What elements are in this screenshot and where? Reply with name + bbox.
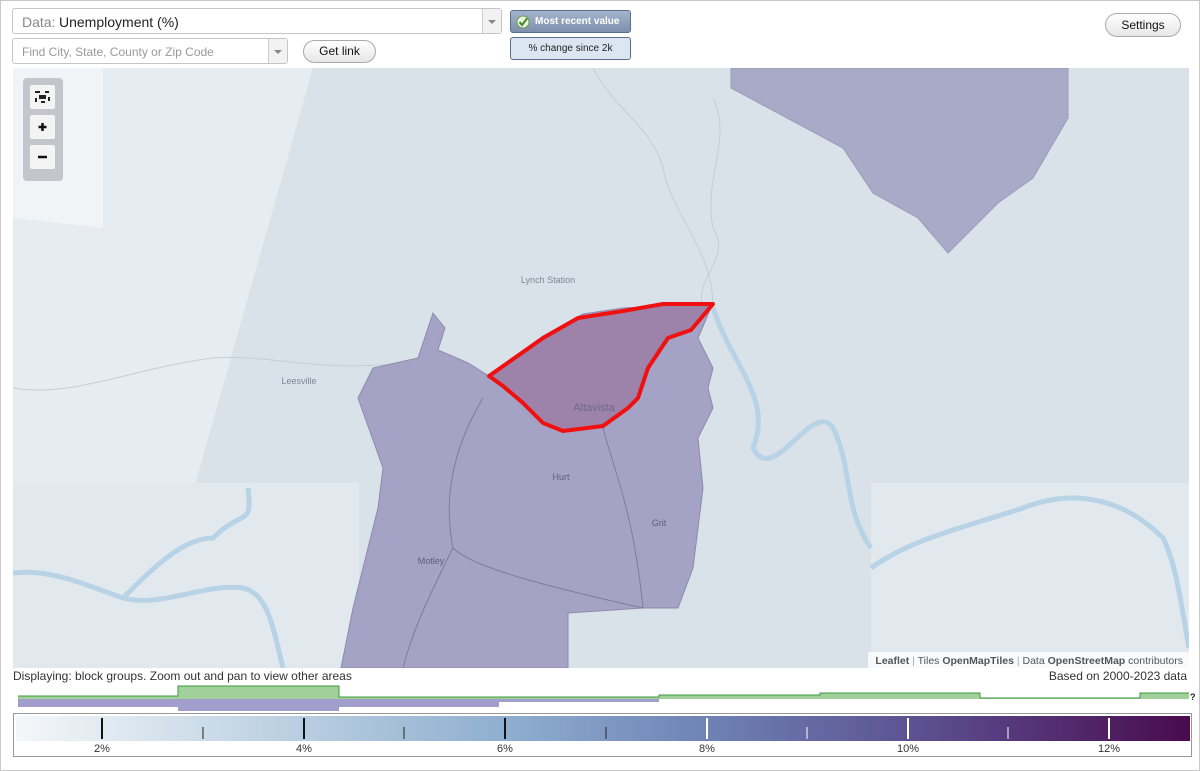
pct-change-button[interactable]: % change since 2k xyxy=(510,37,631,60)
legend-label: 12% xyxy=(1098,743,1120,755)
most-recent-label: Most recent value xyxy=(535,16,620,27)
roads xyxy=(13,68,721,391)
place-label: Lynch Station xyxy=(521,275,575,285)
search-box[interactable]: Find City, State, County or Zip Code xyxy=(12,38,288,64)
search-placeholder: Find City, State, County or Zip Code xyxy=(22,45,214,59)
attribution-separator: | xyxy=(1017,655,1020,667)
data-label: Data: xyxy=(22,14,56,30)
attribution-separator: | xyxy=(912,655,915,667)
legend-minor-ticks xyxy=(202,727,1009,739)
histogram: ? xyxy=(18,685,1196,711)
get-link-button[interactable]: Get link xyxy=(303,40,376,63)
histogram-line xyxy=(18,685,1189,699)
legend-gradient xyxy=(16,716,1190,741)
legend-label: 8% xyxy=(699,743,715,755)
attribution-part: Data xyxy=(1023,655,1045,667)
legend-label: 6% xyxy=(497,743,513,755)
place-label: Hurt xyxy=(552,472,570,482)
histogram-bar xyxy=(499,699,659,702)
place-label: Motley xyxy=(418,556,445,566)
attribution-part: OpenMapTiles xyxy=(942,655,1014,667)
selected-area[interactable] xyxy=(487,302,715,433)
histogram-bar xyxy=(178,699,339,711)
legend-label: 10% xyxy=(897,743,919,755)
place-label: Leesville xyxy=(281,376,316,386)
attribution-part: Leaflet xyxy=(875,655,909,667)
attribution-bg xyxy=(868,652,1189,668)
displaying-text: Displaying: block groups. Zoom out and p… xyxy=(13,669,352,683)
zoom-control xyxy=(23,78,63,181)
attribution-part: contributors xyxy=(1128,655,1183,667)
most-recent-button[interactable]: Most recent value xyxy=(510,10,631,33)
map[interactable]: Lynch Station Leesville Altavista Hurt G… xyxy=(13,68,1189,668)
histogram-fill xyxy=(18,686,1189,699)
legend-ticks xyxy=(101,718,1110,739)
legend-label: 4% xyxy=(296,743,312,755)
area-borders xyxy=(402,397,644,668)
area xyxy=(730,68,1069,254)
based-on-text: Based on 2000-2023 data xyxy=(1048,669,1187,683)
place-label: Grit xyxy=(652,518,667,528)
color-legend: 2% 4% 6% 8% 10% 12% xyxy=(13,713,1192,757)
attribution: Leaflet | Tiles OpenMapTiles | Data Open… xyxy=(875,655,1183,667)
legend-label: 2% xyxy=(94,743,110,755)
attribution-part: Tiles xyxy=(918,655,940,667)
help-mark[interactable]: ? xyxy=(1190,692,1196,702)
region xyxy=(871,483,1189,668)
attribution-part: OpenStreetMap xyxy=(1048,655,1126,667)
dropdown-arrow xyxy=(268,39,287,63)
check-icon xyxy=(516,15,530,29)
dropdown-arrow xyxy=(482,9,501,33)
region xyxy=(13,483,359,668)
settings-button[interactable]: Settings xyxy=(1105,13,1181,37)
data-select[interactable]: Data: Unemployment (%) xyxy=(12,8,502,34)
place-labels: Lynch Station Leesville Altavista Hurt G… xyxy=(281,275,666,566)
rivers xyxy=(13,307,1189,668)
data-value: Unemployment (%) xyxy=(59,14,179,30)
place-label: Altavista xyxy=(573,402,615,414)
